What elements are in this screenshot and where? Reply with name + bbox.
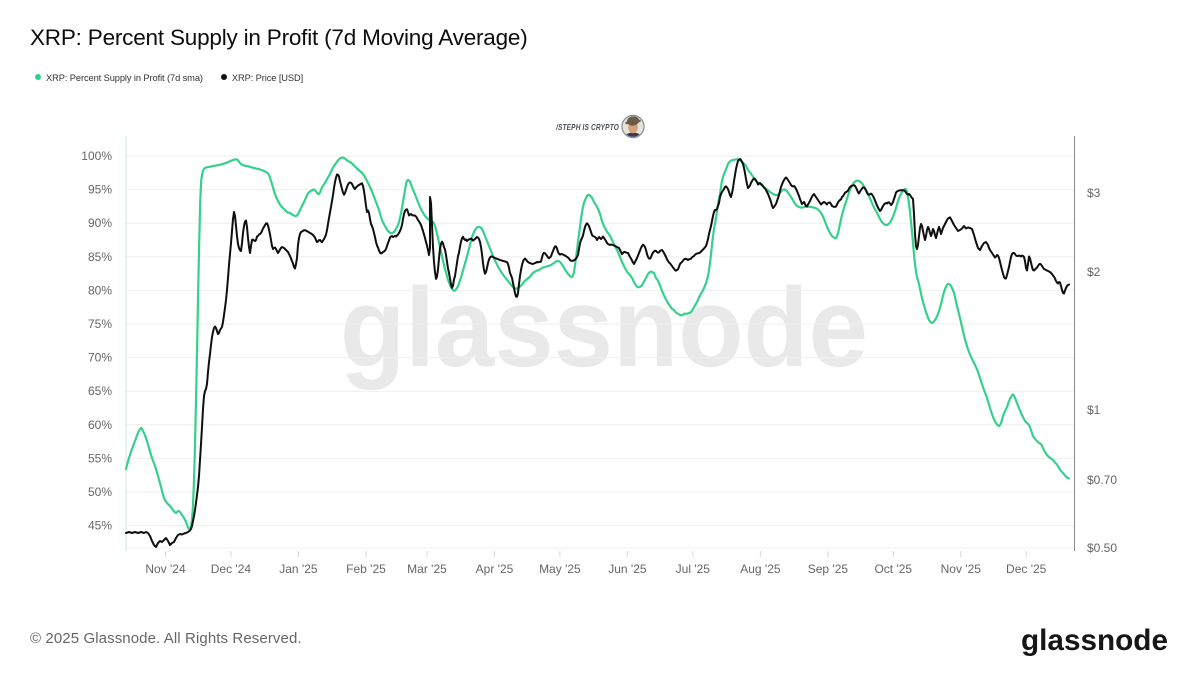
svg-text:90%: 90% — [88, 216, 112, 230]
svg-text:45%: 45% — [88, 519, 112, 533]
svg-text:Mar '25: Mar '25 — [407, 562, 447, 576]
svg-text:Nov '25: Nov '25 — [941, 562, 982, 576]
svg-text:60%: 60% — [88, 418, 112, 432]
svg-text:100%: 100% — [81, 149, 112, 163]
svg-text:/STEPH IS CRYPTO: /STEPH IS CRYPTO — [555, 122, 619, 132]
svg-text:May '25: May '25 — [539, 562, 581, 576]
svg-text:Jul '25: Jul '25 — [676, 562, 711, 576]
svg-text:95%: 95% — [88, 183, 112, 197]
svg-text:Jun '25: Jun '25 — [608, 562, 647, 576]
svg-text:Aug '25: Aug '25 — [740, 562, 781, 576]
svg-text:70%: 70% — [88, 351, 112, 365]
svg-text:glassnode: glassnode — [1021, 624, 1168, 657]
svg-text:$0.50: $0.50 — [1087, 541, 1117, 555]
svg-text:65%: 65% — [88, 384, 112, 398]
svg-text:75%: 75% — [88, 317, 112, 331]
svg-text:$3: $3 — [1087, 186, 1101, 200]
svg-text:Oct '25: Oct '25 — [874, 562, 912, 576]
svg-text:85%: 85% — [88, 250, 112, 264]
svg-text:Dec '24: Dec '24 — [211, 562, 252, 576]
svg-text:Dec '25: Dec '25 — [1006, 562, 1047, 576]
svg-text:55%: 55% — [88, 451, 112, 465]
svg-text:Nov '24: Nov '24 — [145, 562, 186, 576]
svg-text:$1: $1 — [1087, 403, 1101, 417]
svg-text:Feb '25: Feb '25 — [346, 562, 386, 576]
svg-text:Jan '25: Jan '25 — [279, 562, 318, 576]
svg-text:50%: 50% — [88, 485, 112, 499]
svg-text:Sep '25: Sep '25 — [808, 562, 849, 576]
svg-text:$2: $2 — [1087, 265, 1101, 279]
svg-text:glassnode: glassnode — [340, 265, 868, 390]
svg-text:$0.70: $0.70 — [1087, 473, 1117, 487]
svg-text:80%: 80% — [88, 283, 112, 297]
svg-text:Apr '25: Apr '25 — [476, 562, 514, 576]
